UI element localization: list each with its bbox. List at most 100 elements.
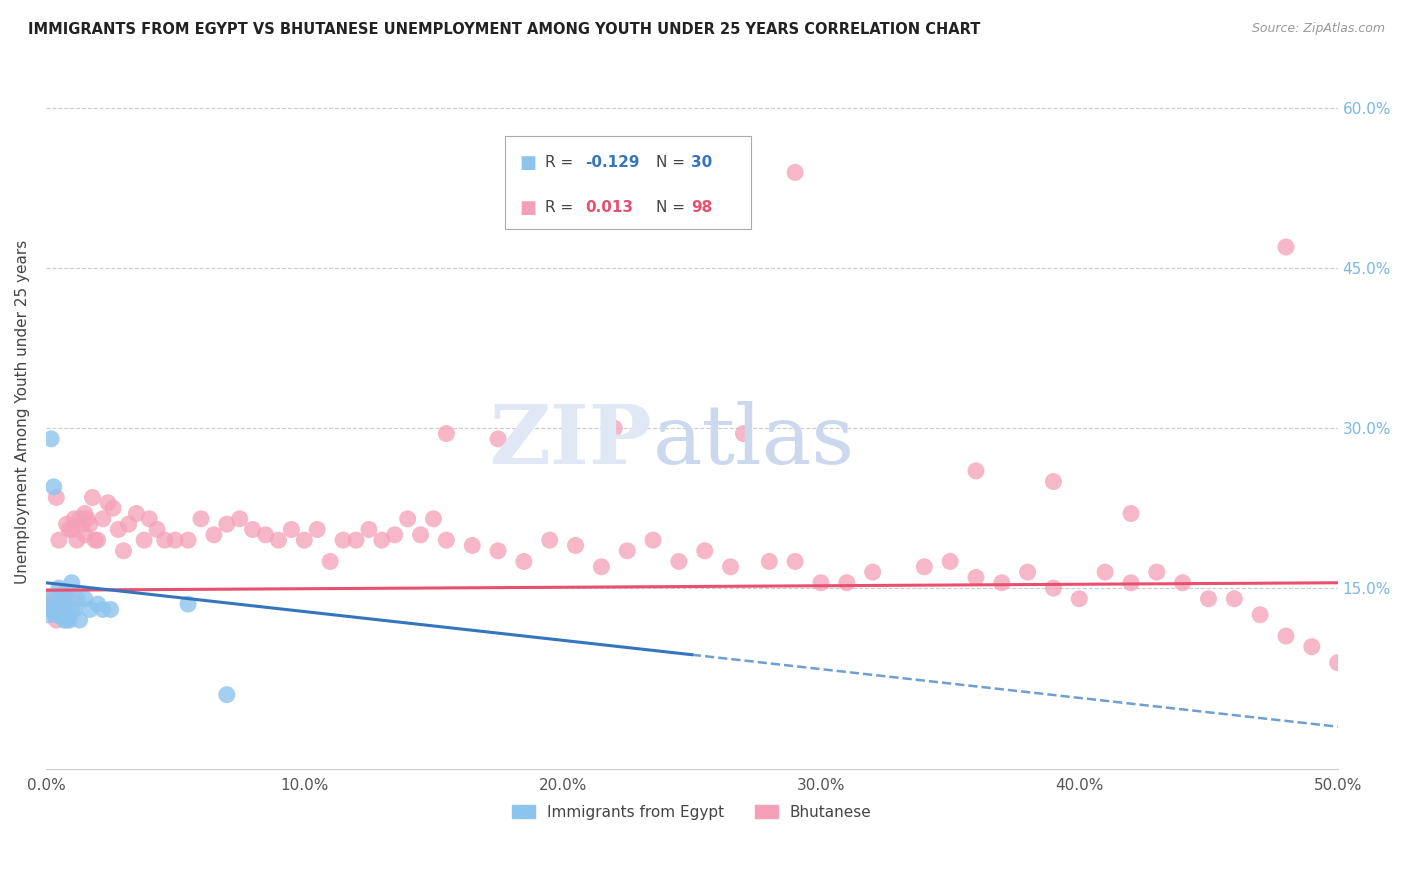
Point [1275,240,1298,254]
Point [82,491,104,505]
Point [332,533,354,548]
Point [965,570,987,584]
Point [434,533,457,548]
Point [73,591,96,606]
Point [51,607,73,622]
Point [53,586,76,600]
Point [434,426,457,441]
Point [785,554,807,568]
Point [1301,640,1323,654]
Point [84,533,107,548]
Point [66,533,89,548]
Point [319,554,342,568]
Point [51,591,73,606]
Point [616,543,638,558]
Point [42,591,65,606]
Point [45,613,67,627]
Point [73,528,96,542]
Text: 30: 30 [690,155,711,170]
Point [396,512,419,526]
Point [69,613,91,627]
Point [66,591,89,606]
Point [409,528,432,542]
Point [733,426,755,441]
Point [53,602,76,616]
Point [564,539,586,553]
Point [991,575,1014,590]
Point [1094,565,1116,579]
Point [810,575,832,590]
Point [58,607,80,622]
Point [165,533,187,548]
Point [862,565,884,579]
Point [215,688,238,702]
Point [693,543,716,558]
Point [39,432,62,446]
Point [835,575,858,590]
Point [513,554,536,568]
Text: 0.013: 0.013 [585,200,634,215]
Point [1119,507,1142,521]
Point [153,533,176,548]
Point [1171,575,1194,590]
Point [38,602,60,616]
Text: N =: N = [655,200,689,215]
Point [45,491,67,505]
Point [603,421,626,435]
Point [76,512,98,526]
Point [39,597,62,611]
Point [384,528,406,542]
Point [912,559,935,574]
Text: atlas: atlas [652,401,855,481]
Point [97,496,120,510]
Point [138,512,160,526]
Point [1198,591,1220,606]
Point [60,575,83,590]
Text: ■: ■ [519,199,536,217]
Point [1017,565,1039,579]
Point [48,602,70,616]
Text: ZIP: ZIP [491,401,652,481]
Point [42,480,65,494]
Point [63,512,86,526]
Point [1119,575,1142,590]
Point [177,533,200,548]
Point [758,554,780,568]
Text: IMMIGRANTS FROM EGYPT VS BHUTANESE UNEMPLOYMENT AMONG YOUTH UNDER 25 YEARS CORRE: IMMIGRANTS FROM EGYPT VS BHUTANESE UNEMP… [28,22,980,37]
Point [125,507,148,521]
Point [280,523,302,537]
Point [86,597,108,611]
Point [70,517,93,532]
Point [1069,591,1091,606]
Point [357,523,380,537]
Legend: Immigrants from Egypt, Bhutanese: Immigrants from Egypt, Bhutanese [506,798,877,826]
Point [228,512,250,526]
Point [422,512,444,526]
Point [91,512,114,526]
Point [38,607,60,622]
Point [55,517,77,532]
Text: Source: ZipAtlas.com: Source: ZipAtlas.com [1251,22,1385,36]
Point [242,523,264,537]
Text: R =: R = [544,155,578,170]
Text: N =: N = [655,155,689,170]
Point [101,501,124,516]
Point [344,533,367,548]
Point [112,543,135,558]
Point [202,528,225,542]
Point [42,602,65,616]
Point [1275,629,1298,643]
Point [591,559,613,574]
Point [1249,607,1271,622]
Text: 98: 98 [690,200,711,215]
Y-axis label: Unemployment Among Youth under 25 years: Unemployment Among Youth under 25 years [15,240,30,584]
Point [1042,581,1064,595]
Point [60,602,83,616]
Point [79,517,101,532]
Text: -0.129: -0.129 [585,155,640,170]
Point [55,613,77,627]
Point [486,432,509,446]
Point [107,523,129,537]
Point [117,517,139,532]
Text: ■: ■ [519,154,536,172]
